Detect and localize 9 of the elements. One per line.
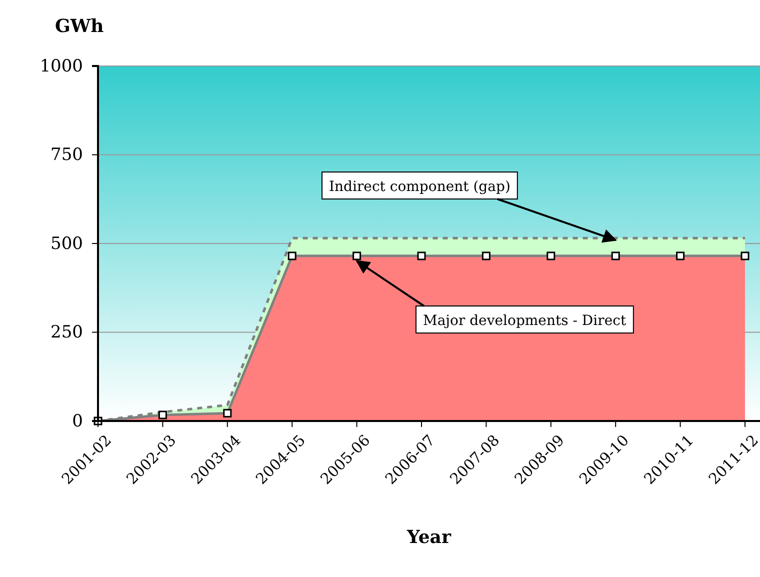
annotation: Major developments - Direct bbox=[423, 313, 626, 329]
y-tick-label: 0 bbox=[72, 411, 83, 432]
y-tick-label: 1000 bbox=[40, 56, 83, 76]
y-tick-label: 750 bbox=[50, 145, 83, 166]
annotation: Indirect component (gap) bbox=[329, 179, 510, 195]
y-axis-title: GWh bbox=[55, 16, 104, 37]
x-axis-title: Year bbox=[406, 527, 452, 548]
y-tick-label: 250 bbox=[50, 322, 83, 343]
y-tick-label: 500 bbox=[50, 234, 83, 254]
